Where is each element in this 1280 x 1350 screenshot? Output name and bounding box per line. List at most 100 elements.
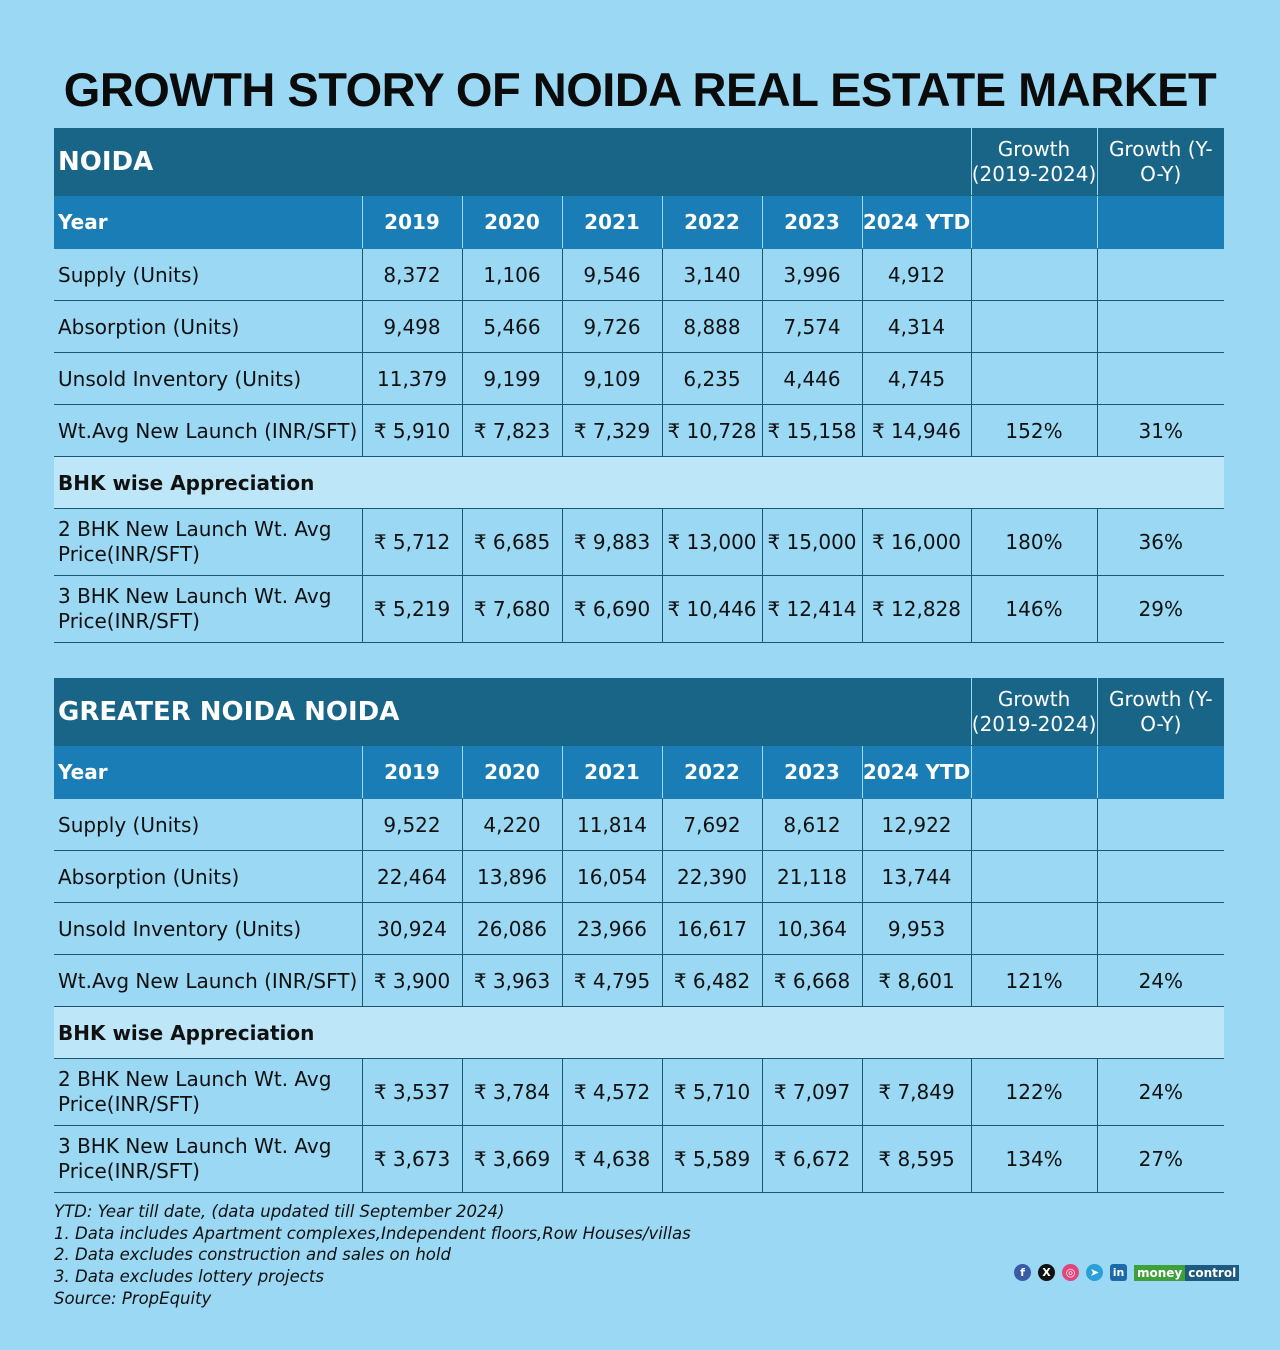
value-cell: ₹ 8,601 (861, 954, 972, 1007)
value-cell: ₹ 5,910 (361, 404, 462, 457)
table-header-row: NOIDA Growth (2019-2024) Growth (Y-O-Y) (54, 128, 1224, 196)
section-row: BHK wise Appreciation (54, 1006, 1225, 1059)
year-header: 2020 (461, 745, 562, 799)
value-cell: ₹ 7,823 (461, 404, 562, 457)
value-cell: 8,372 (361, 248, 462, 301)
value-cell: ₹ 7,329 (561, 404, 662, 457)
value-cell: 7,692 (661, 798, 762, 851)
row-label: 2 BHK New Launch Wt. Avg Price(INR/SFT) (54, 1058, 362, 1126)
year-header: 2023 (761, 745, 862, 799)
year-header: 2019 (361, 195, 462, 249)
value-cell: 4,446 (761, 352, 862, 405)
moneycontrol-logo: money control (1134, 1264, 1240, 1281)
yoy-cell: 36% (1096, 508, 1224, 576)
growth-cell (970, 798, 1098, 851)
value-cell: ₹ 15,000 (761, 508, 862, 576)
value-cell: ₹ 3,963 (461, 954, 562, 1007)
facebook-icon[interactable]: f (1014, 1264, 1031, 1281)
section-row: BHK wise Appreciation (54, 456, 1224, 509)
value-cell: 16,054 (561, 850, 662, 903)
year-row: Year 2019 2020 2021 2022 2023 2024 YTD (54, 745, 1225, 799)
value-cell: ₹ 3,537 (361, 1058, 462, 1126)
value-cell: ₹ 13,000 (661, 508, 762, 576)
growth-cell: 121% (970, 954, 1098, 1007)
x-icon[interactable]: X (1038, 1264, 1055, 1281)
yoy-cell: 31% (1096, 404, 1224, 457)
value-cell: 3,140 (661, 248, 762, 301)
year-header: 2020 (461, 195, 562, 249)
instagram-icon[interactable]: ◎ (1062, 1264, 1079, 1281)
section-label: BHK wise Appreciation (54, 456, 1224, 509)
value-cell: ₹ 6,690 (561, 575, 662, 643)
row-label: 3 BHK New Launch Wt. Avg Price(INR/SFT) (54, 1125, 362, 1193)
social-bar: f X ◎ ➤ in money control (1014, 1264, 1240, 1281)
year-header: 2023 (761, 195, 862, 249)
empty-cell (970, 195, 1097, 249)
row-label: Absorption (Units) (54, 300, 362, 353)
row-label: 3 BHK New Launch Wt. Avg Price(INR/SFT) (54, 575, 362, 643)
value-cell: 23,966 (561, 902, 662, 955)
value-cell: 26,086 (461, 902, 562, 955)
growth-cell (970, 300, 1097, 353)
growth-cell (970, 248, 1097, 301)
table-row: 3 BHK New Launch Wt. Avg Price(INR/SFT) ₹… (54, 575, 1224, 643)
value-cell: 9,726 (561, 300, 662, 353)
value-cell: ₹ 12,414 (761, 575, 862, 643)
note-2: 2. Data excludes construction and sales … (54, 1245, 451, 1265)
value-cell: 9,109 (561, 352, 662, 405)
note-ytd: YTD: Year till date, (data updated till … (54, 1202, 505, 1221)
yoy-cell (1096, 850, 1225, 903)
value-cell: 5,466 (461, 300, 562, 353)
value-cell: ₹ 5,712 (361, 508, 462, 576)
value-cell: 30,924 (361, 902, 462, 955)
value-cell: ₹ 14,946 (861, 404, 971, 457)
yoy-cell: 27% (1096, 1125, 1225, 1193)
yoy-header: Growth (Y-O-Y) (1096, 678, 1225, 746)
year-header: 2022 (661, 745, 762, 799)
page-title: GROWTH STORY OF NOIDA REAL ESTATE MARKET (63, 63, 1217, 116)
table-row: Supply (Units) 9,522 4,220 11,814 7,692 8,612… (54, 798, 1225, 851)
table-row: Absorption (Units) 9,498 5,466 9,726 8,888 7,… (54, 300, 1224, 353)
value-cell: 13,744 (861, 850, 972, 903)
year-header: 2021 (561, 195, 662, 249)
value-cell: 6,235 (661, 352, 762, 405)
value-cell: 3,996 (761, 248, 862, 301)
value-cell: 22,464 (361, 850, 462, 903)
row-label: Unsold Inventory (Units) (54, 352, 362, 405)
growth-cell: 152% (970, 404, 1097, 457)
value-cell: ₹ 6,672 (761, 1125, 862, 1193)
table-row: Absorption (Units) 22,464 13,896 16,054 22,3… (54, 850, 1225, 903)
year-header: 2019 (361, 745, 462, 799)
linkedin-icon[interactable]: in (1110, 1264, 1127, 1281)
year-row: Year 2019 2020 2021 2022 2023 2024 YTD (54, 195, 1224, 249)
growth-cell (970, 850, 1098, 903)
value-cell: ₹ 5,219 (361, 575, 462, 643)
empty-cell (1096, 745, 1225, 799)
value-cell: ₹ 10,728 (661, 404, 762, 457)
value-cell: 12,922 (861, 798, 972, 851)
yoy-cell (1096, 248, 1224, 301)
value-cell: 4,745 (861, 352, 971, 405)
value-cell: 21,118 (761, 850, 862, 903)
value-cell: ₹ 16,000 (861, 508, 971, 576)
value-cell: ₹ 5,589 (661, 1125, 762, 1193)
growth-cell: 122% (970, 1058, 1098, 1126)
row-label: 2 BHK New Launch Wt. Avg Price(INR/SFT) (54, 508, 362, 576)
value-cell: ₹ 6,482 (661, 954, 762, 1007)
telegram-icon[interactable]: ➤ (1086, 1264, 1103, 1281)
yoy-cell (1096, 798, 1225, 851)
table-row: Wt.Avg New Launch (INR/SFT) ₹ 5,910 ₹ 7,82… (54, 404, 1224, 457)
noida-table: NOIDA Growth (2019-2024) Growth (Y-O-Y) Yea… (54, 128, 1224, 643)
growth-cell (970, 902, 1098, 955)
value-cell: ₹ 6,668 (761, 954, 862, 1007)
note-source: Source: PropEquity (54, 1288, 212, 1308)
growth-cell: 134% (970, 1125, 1098, 1193)
value-cell: 4,314 (861, 300, 971, 353)
table-row: Unsold Inventory (Units) 30,924 26,086 23,9… (54, 902, 1225, 955)
year-label: Year (54, 195, 362, 249)
growth-cell: 180% (970, 508, 1097, 576)
value-cell: ₹ 12,828 (861, 575, 971, 643)
value-cell: 7,574 (761, 300, 862, 353)
yoy-cell (1096, 902, 1225, 955)
row-label: Supply (Units) (54, 248, 362, 301)
